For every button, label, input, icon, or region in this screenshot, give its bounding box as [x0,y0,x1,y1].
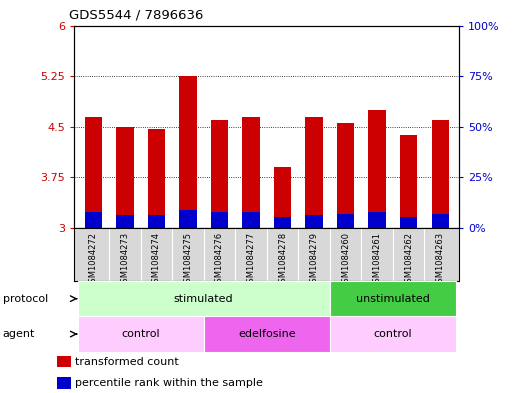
Bar [211,120,228,228]
Text: GSM1084276: GSM1084276 [215,232,224,288]
Bar [57,356,71,367]
Bar [116,127,133,228]
Text: GSM1084278: GSM1084278 [278,232,287,288]
Bar [431,120,449,228]
Text: GSM1084262: GSM1084262 [404,232,413,288]
Bar [368,110,386,228]
Text: stimulated: stimulated [174,294,233,304]
Bar [116,215,133,228]
Bar [242,117,260,228]
Text: GSM1084275: GSM1084275 [184,232,192,288]
Bar [274,217,291,228]
Text: GSM1084273: GSM1084273 [121,232,129,288]
Bar [179,76,196,228]
Bar [337,123,354,228]
Text: GSM1084272: GSM1084272 [89,232,98,288]
Bar [85,117,102,228]
Bar [305,215,323,228]
Text: protocol: protocol [3,294,48,304]
Bar [431,214,449,228]
Bar [179,210,196,228]
Text: GSM1084260: GSM1084260 [341,232,350,288]
Text: control: control [121,329,160,339]
Bar [77,316,204,352]
Bar [57,377,71,389]
Bar [274,167,291,228]
Text: agent: agent [3,329,35,339]
Bar [400,135,418,228]
Bar [400,217,418,228]
Bar [330,316,456,352]
Bar [211,212,228,228]
Text: transformed count: transformed count [75,356,179,367]
Bar [85,212,102,228]
Bar [204,316,330,352]
Bar [242,212,260,228]
Text: GSM1084261: GSM1084261 [372,232,382,288]
Bar [368,212,386,228]
Text: GSM1084279: GSM1084279 [309,232,319,288]
Text: GSM1084274: GSM1084274 [152,232,161,288]
Bar [148,215,165,228]
Text: GSM1084263: GSM1084263 [436,232,445,288]
Bar [148,129,165,228]
Bar [337,214,354,228]
Text: GSM1084277: GSM1084277 [246,232,255,288]
Text: percentile rank within the sample: percentile rank within the sample [75,378,263,388]
Text: GDS5544 / 7896636: GDS5544 / 7896636 [69,9,204,22]
Bar [330,281,456,316]
Bar [305,117,323,228]
Bar [77,281,330,316]
Text: unstimulated: unstimulated [356,294,430,304]
Text: control: control [373,329,412,339]
Text: edelfosine: edelfosine [238,329,295,339]
